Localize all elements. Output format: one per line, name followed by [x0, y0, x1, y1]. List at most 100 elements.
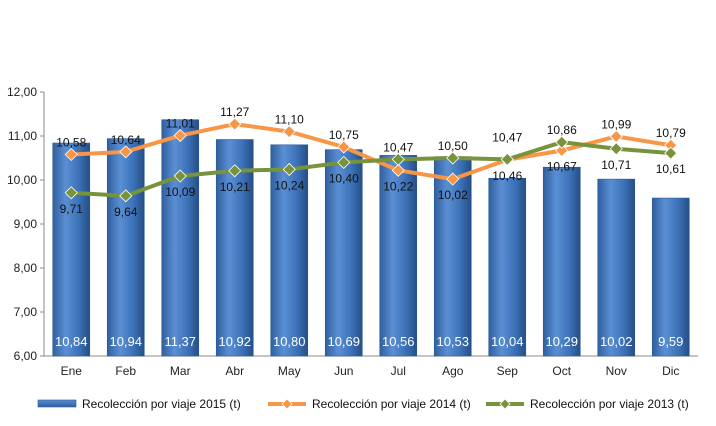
series-2013-point: [173, 169, 187, 183]
series-2013-data-label: 10,24: [274, 178, 304, 192]
x-tick-label: Feb: [115, 364, 136, 378]
series-2013-point: [119, 189, 133, 203]
series-2014-data-label: 10,79: [656, 126, 686, 140]
axes: 6,00 7,00 8,00 9,00 10,00 11,00 12,00 Ene Feb Mar…: [7, 85, 698, 378]
bar: [270, 144, 309, 357]
series-2013-data-label: 9,71: [60, 202, 84, 216]
series-2014-point: [64, 147, 78, 162]
series-2014-data-label: 10,46: [492, 169, 522, 183]
x-tick-label: Ene: [61, 364, 83, 378]
legend-label: Recolección por viaje 2015 (t): [82, 397, 241, 411]
y-tick-label: 6,00: [14, 349, 38, 363]
x-tick-label: Jul: [391, 364, 406, 378]
series-2014-data-label: 10,22: [383, 179, 413, 193]
series-2013-data-label: 10,86: [547, 123, 577, 137]
series-2014-data-label: 10,64: [111, 133, 141, 147]
bar: [52, 142, 91, 357]
x-tick-label: Jun: [334, 364, 353, 378]
legend-item-3: Recolección por viaje 2013 (t): [486, 397, 689, 411]
series-2013-data-label: 10,47: [492, 130, 522, 144]
bar: [106, 138, 145, 357]
bar: [597, 178, 636, 357]
bar-data-label: 10,02: [600, 334, 633, 349]
bars: [52, 119, 690, 357]
series-2014-data-label: 10,02: [438, 188, 468, 202]
series-2014-point: [337, 140, 351, 154]
series-2014-point: [446, 172, 460, 186]
x-tick-label: Nov: [606, 364, 627, 378]
bar-data-label: 10,56: [382, 334, 415, 349]
legend-item-2: Recolección por viaje 2014 (t): [268, 397, 471, 411]
series-2014-point: [609, 129, 623, 144]
lines: [64, 117, 678, 203]
bar-data-label: 10,04: [491, 334, 524, 349]
series-2014-data-label: 10,67: [547, 160, 577, 174]
bar: [161, 119, 200, 357]
legend: Recolección por viaje 2015 (t) Recolecció…: [37, 397, 689, 411]
bar: [379, 155, 418, 357]
y-tick-label: 7,00: [14, 305, 38, 319]
y-tick-label: 11,00: [8, 129, 37, 143]
series-2014-data-label: 10,75: [329, 128, 359, 142]
series-2014-data-label: 11,27: [220, 105, 249, 119]
legend-swatch-marker: [281, 398, 293, 410]
series-2013-data-label: 10,50: [438, 139, 468, 153]
series-2014-point: [282, 125, 296, 139]
bar-data-label: 10,69: [327, 334, 360, 349]
legend-label: Recolección por viaje 2014 (t): [312, 397, 471, 411]
series-2013-data-label: 10,47: [383, 140, 413, 154]
bar-data-label: 10,92: [218, 334, 251, 349]
x-tick-label: Sep: [497, 364, 519, 378]
series-2013-point: [609, 142, 623, 156]
x-tick-label: Ago: [442, 364, 464, 378]
x-tick-label: May: [278, 364, 301, 378]
series-2014-point: [391, 163, 405, 177]
series-2013-point: [500, 152, 514, 166]
legend-label: Recolección por viaje 2013 (t): [530, 397, 689, 411]
bar-data-label: 11,37: [164, 334, 196, 349]
series-2014-point: [228, 117, 242, 131]
data-labels: 10,84 10,94 11,37 10,92 10,80 10,69 10,56 10,53…: [55, 105, 686, 349]
legend-item-1: Recolección por viaje 2015 (t): [37, 397, 241, 411]
series-2014-data-label: 11,10: [275, 113, 304, 127]
x-tick-label: Mar: [170, 364, 191, 378]
series-2013-data-label: 10,21: [220, 180, 250, 194]
series-2013-point: [282, 162, 296, 177]
bar-data-label: 10,29: [545, 334, 578, 349]
bar-data-label: 10,80: [273, 334, 306, 349]
series-2013-point: [228, 164, 242, 178]
series-2014-data-label: 10,99: [601, 117, 631, 131]
series-2014-line: [69, 122, 673, 182]
series-2013-point: [391, 152, 405, 166]
series-2013-point: [337, 155, 351, 169]
bar-data-label: 10,53: [436, 334, 469, 349]
series-2014-point: [555, 143, 569, 158]
bar-data-label: 10,84: [55, 334, 88, 349]
legend-swatch-bar: [37, 399, 77, 408]
y-tick-label: 8,00: [14, 261, 38, 275]
bar: [542, 166, 581, 357]
y-tick-label: 12,00: [7, 85, 37, 99]
x-tick-label: Oct: [552, 364, 571, 378]
legend-swatch-marker: [499, 398, 511, 410]
series-2013-data-label: 10,40: [329, 171, 359, 185]
series-2013-data-label: 9,64: [114, 205, 138, 219]
y-tick-label: 10,00: [7, 173, 37, 187]
series-2014-data-label: 11,01: [166, 117, 195, 131]
series-2013-point: [64, 186, 78, 200]
series-2013-point: [555, 135, 569, 149]
bar-data-label: 10,94: [109, 334, 142, 349]
series-2014-point: [173, 128, 187, 143]
series-2013-data-label: 10,61: [656, 162, 686, 176]
series-2013-point: [446, 151, 460, 165]
series-2013-data-label: 10,09: [165, 185, 195, 199]
bar: [324, 149, 363, 357]
y-tick-label: 9,00: [14, 217, 38, 231]
x-tick-label: Abr: [225, 364, 244, 378]
series-2014-data-label: 10,58: [56, 135, 86, 149]
bar: [651, 197, 690, 357]
series-2013-point: [664, 146, 678, 160]
bar: [433, 156, 472, 357]
bar: [488, 177, 527, 357]
series-2013-data-label: 10,71: [601, 158, 631, 172]
